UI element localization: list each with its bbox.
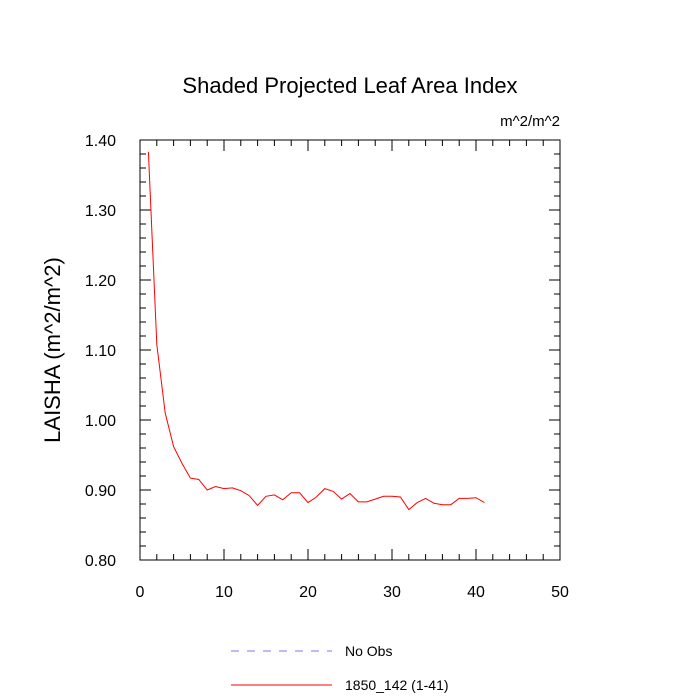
chart-title: Shaded Projected Leaf Area Index bbox=[182, 73, 517, 98]
x-tick-label: 10 bbox=[215, 584, 233, 601]
legend-label-series: 1850_142 (1-41) bbox=[345, 677, 449, 693]
y-tick-label: 0.90 bbox=[85, 483, 116, 500]
series-line bbox=[147, 151, 485, 511]
legend-label-no-obs: No Obs bbox=[345, 643, 392, 659]
y-tick-label: 1.10 bbox=[85, 343, 116, 360]
y-tick-labels: 0.80 0.90 1.00 1.10 1.20 1.30 1.40 bbox=[85, 133, 116, 570]
legend: No Obs 1850_142 (1-41) bbox=[231, 643, 449, 693]
y-axis-label: LAISHA (m^2/m^2) bbox=[40, 257, 65, 443]
x-tick-label: 0 bbox=[136, 584, 145, 601]
y-tick-label: 1.20 bbox=[85, 273, 116, 290]
data-series bbox=[147, 151, 485, 511]
x-tick-labels: 0 10 20 30 40 50 bbox=[136, 584, 569, 601]
plot-frame bbox=[139, 139, 561, 561]
x-tick-label: 20 bbox=[299, 584, 317, 601]
y-tick-label: 1.00 bbox=[85, 413, 116, 430]
x-tick-label: 50 bbox=[551, 584, 569, 601]
y-tick-label: 1.30 bbox=[85, 203, 116, 220]
x-tick-label: 40 bbox=[467, 584, 485, 601]
y-tick-label: 1.40 bbox=[85, 133, 116, 150]
units-label: m^2/m^2 bbox=[500, 113, 560, 130]
y-tick-label: 0.80 bbox=[85, 553, 116, 570]
x-tick-label: 30 bbox=[383, 584, 401, 601]
axis-ticks bbox=[139, 139, 561, 561]
